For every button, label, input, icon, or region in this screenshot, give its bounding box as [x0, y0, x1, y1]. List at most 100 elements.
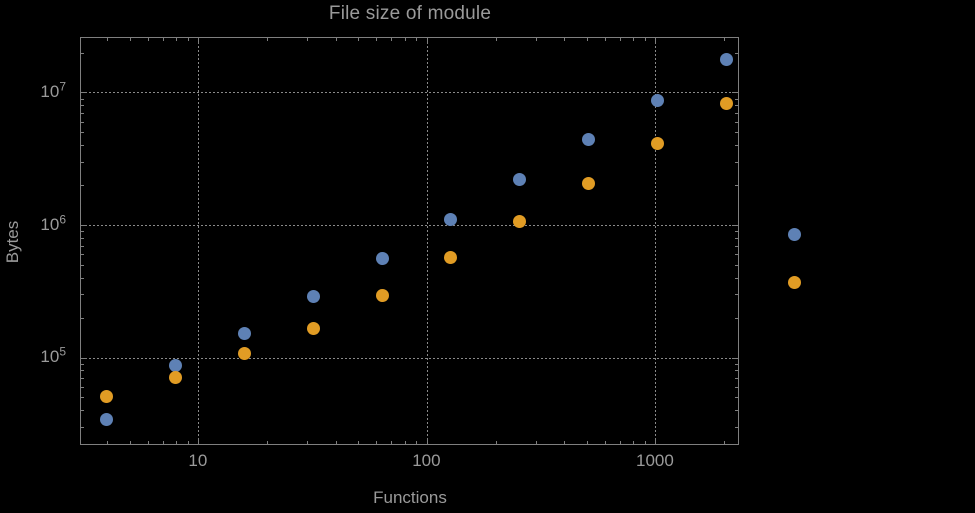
data-point-orange	[100, 390, 114, 404]
x-tick-top	[147, 38, 149, 41]
x-tick-top	[620, 38, 622, 41]
y-gridline	[81, 225, 738, 227]
y-tick-right	[735, 426, 738, 428]
data-point-orange	[444, 251, 458, 265]
y-tick-label: 107	[40, 79, 66, 101]
y-tick-left	[81, 245, 84, 247]
y-tick-right	[735, 145, 738, 147]
x-tick-top	[644, 38, 646, 41]
x-tick-top	[604, 38, 606, 41]
x-tick-top	[129, 38, 131, 41]
y-tick-right	[735, 264, 738, 266]
data-point-orange	[306, 321, 320, 335]
data-point-orange	[375, 289, 389, 303]
y-tick-right	[735, 397, 738, 399]
y-tick-left	[81, 378, 84, 380]
y-tick-left	[81, 185, 84, 187]
y-tick-right	[735, 370, 738, 372]
y-tick-label: 105	[40, 344, 66, 367]
y-tick-right	[735, 277, 738, 279]
y-tick-left	[81, 410, 84, 412]
y-tick-right	[735, 98, 738, 100]
data-point-blue	[169, 358, 183, 372]
x-tick-bottom	[187, 441, 189, 444]
x-tick-bottom	[198, 438, 200, 444]
y-tick-right	[735, 132, 738, 134]
y-tick-left	[81, 113, 84, 115]
y-tick-right	[735, 105, 738, 107]
y-tick-right	[735, 237, 738, 239]
y-tick-right	[732, 225, 738, 227]
data-point-orange	[581, 176, 595, 190]
y-tick-right	[735, 245, 738, 247]
y-tick-left	[81, 231, 84, 233]
x-tick-bottom	[129, 441, 131, 444]
y-tick-right	[735, 254, 738, 256]
data-point-blue	[788, 228, 802, 242]
y-tick-right	[735, 378, 738, 380]
y-tick-left	[81, 225, 87, 227]
data-point-blue	[306, 290, 320, 304]
x-tick-bottom	[586, 441, 588, 444]
x-tick-bottom	[176, 441, 178, 444]
y-tick-right	[735, 113, 738, 115]
x-tick-top	[198, 38, 200, 44]
x-tick-bottom	[147, 441, 149, 444]
y-tick-right	[732, 357, 738, 359]
y-tick-left	[81, 161, 84, 163]
x-tick-bottom	[404, 441, 406, 444]
y-tick-label: 106	[40, 211, 66, 234]
y-tick-left	[81, 363, 84, 365]
y-tick-right	[735, 121, 738, 123]
x-gridline	[655, 38, 657, 444]
x-tick-bottom	[535, 441, 537, 444]
x-tick-bottom	[633, 441, 635, 444]
x-tick-top	[307, 38, 309, 41]
y-gridline	[81, 92, 738, 94]
data-point-blue	[719, 53, 733, 67]
y-tick-right	[735, 185, 738, 187]
y-tick-right	[735, 52, 738, 54]
y-tick-left	[81, 357, 87, 359]
data-point-orange	[169, 371, 183, 385]
y-tick-left	[81, 237, 84, 239]
x-tick-bottom	[604, 441, 606, 444]
x-tick-label: 100	[412, 451, 441, 470]
x-tick-top	[376, 38, 378, 41]
data-point-blue	[238, 327, 251, 341]
x-tick-top	[162, 38, 164, 41]
y-tick-left	[81, 426, 84, 428]
x-tick-top	[391, 38, 393, 41]
y-tick-right	[735, 231, 738, 233]
y-tick-right	[735, 363, 738, 365]
x-tick-bottom	[644, 441, 646, 444]
data-point-blue	[581, 132, 595, 146]
y-tick-right	[735, 317, 738, 319]
y-tick-left	[81, 98, 84, 100]
x-tick-top	[655, 38, 657, 44]
data-point-blue	[650, 93, 664, 107]
y-tick-right	[735, 410, 738, 412]
x-tick-top	[586, 38, 588, 41]
x-tick-top	[564, 38, 566, 41]
y-tick-left	[81, 370, 84, 372]
x-tick-top	[416, 38, 418, 41]
y-tick-right	[735, 161, 738, 163]
x-tick-top	[404, 38, 406, 41]
y-tick-left	[81, 52, 84, 54]
data-point-blue	[100, 412, 114, 426]
y-tick-left	[81, 317, 84, 319]
y-tick-right	[732, 92, 738, 94]
x-tick-bottom	[620, 441, 622, 444]
x-tick-bottom	[162, 441, 164, 444]
x-tick-label: 10	[188, 451, 208, 470]
y-gridline	[81, 357, 738, 359]
x-gridline	[198, 38, 200, 444]
x-tick-top	[187, 38, 189, 41]
x-tick-bottom	[495, 441, 497, 444]
x-tick-top	[107, 38, 109, 41]
x-tick-bottom	[307, 441, 309, 444]
data-point-orange	[788, 276, 802, 290]
y-tick-left	[81, 105, 84, 107]
